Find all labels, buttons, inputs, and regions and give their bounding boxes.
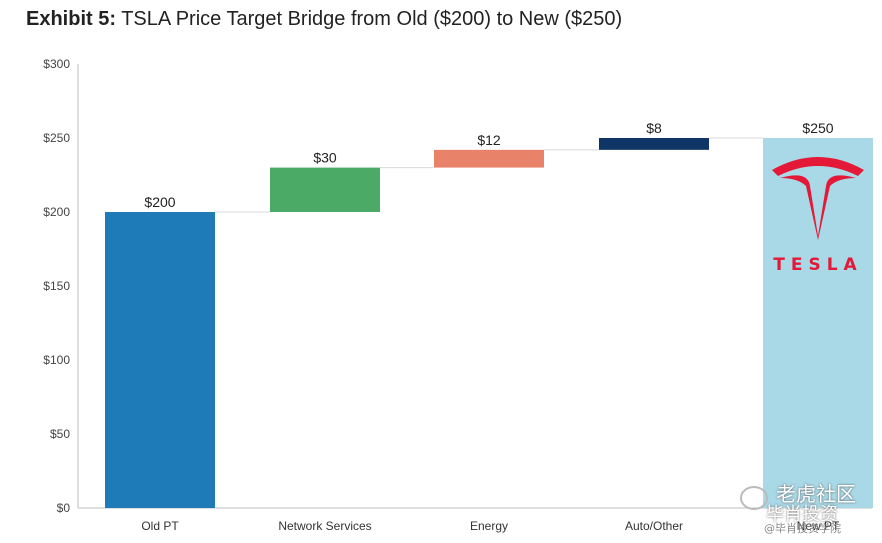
bar-new-pt [763, 138, 873, 508]
data-label: $30 [313, 150, 337, 166]
data-label: $8 [646, 120, 662, 136]
data-label: $200 [144, 194, 175, 210]
data-label: $250 [802, 120, 833, 136]
x-tick-label: Old PT [141, 519, 179, 533]
bars [105, 138, 873, 508]
y-tick-label: $300 [43, 57, 70, 71]
tesla-logo-arc [772, 157, 864, 176]
tesla-logo-icon: TESLA [772, 157, 864, 275]
x-tick-label: Energy [470, 519, 508, 533]
connector-lines [215, 137, 763, 213]
x-tick-label: New PT [797, 519, 840, 533]
y-tick-label: $100 [43, 353, 70, 367]
title-text: TSLA Price Target Bridge from Old ($200)… [121, 8, 623, 30]
watermark-line-3: @毕肖投资学院 [764, 522, 841, 535]
x-tick-label: Auto/Other [625, 519, 683, 533]
tesla-wordmark: TESLA [773, 255, 862, 275]
bar-energy [434, 149, 544, 168]
chart-title: Exhibit 5: TSLA Price Target Bridge from… [26, 8, 622, 31]
bar-network-services [270, 167, 380, 212]
watermark-line-2: 毕肖投资 [766, 504, 838, 525]
bar-old-pt [105, 212, 215, 508]
x-tick-label: Network Services [278, 519, 371, 533]
x-axis-labels: Old PT Network Services Energy Auto/Other Ne… [141, 519, 840, 533]
exhibit-label: Exhibit 5: [26, 8, 117, 30]
data-labels: $200 $30 $12 $8 $250 [144, 120, 833, 210]
bar-auto-other [599, 138, 709, 150]
y-tick-label: $150 [43, 279, 70, 293]
wechat-icon [740, 486, 768, 510]
y-tick-label: $200 [43, 205, 70, 219]
y-tick-label: $50 [50, 427, 70, 441]
y-tick-label: $0 [57, 501, 71, 515]
watermark-line-1: 老虎社区 [776, 482, 856, 506]
data-label: $12 [477, 132, 501, 148]
y-tick-label: $250 [43, 131, 70, 145]
